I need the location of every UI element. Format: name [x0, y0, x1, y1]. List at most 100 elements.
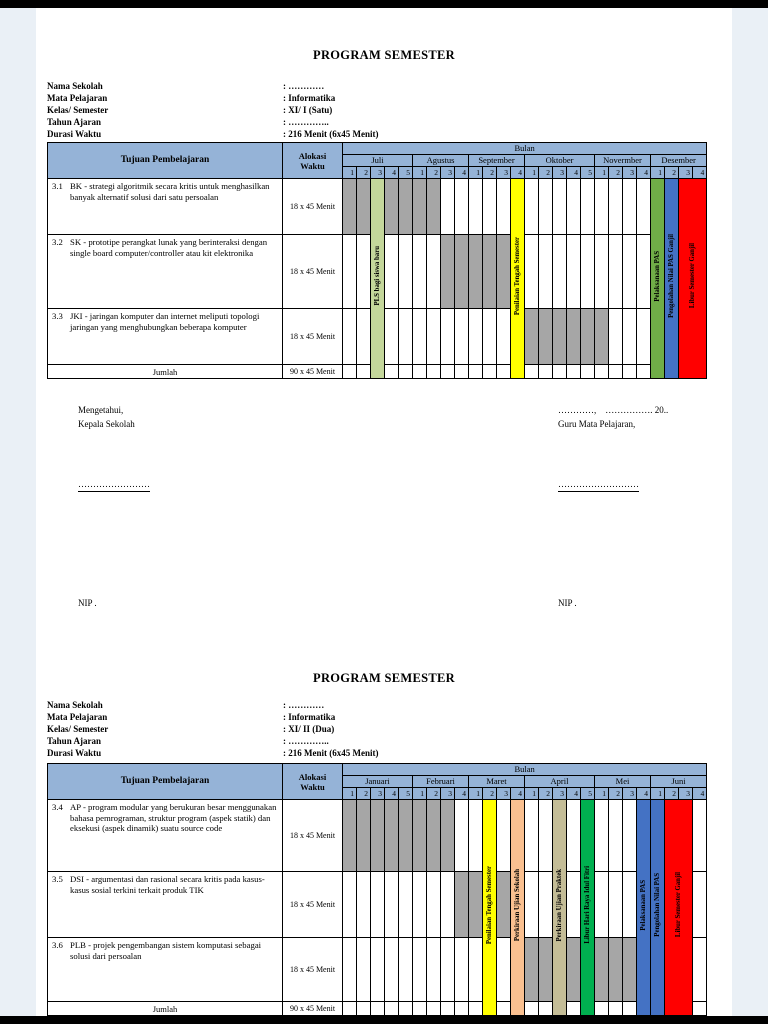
week-cell [370, 871, 385, 938]
week-number: 4 [454, 166, 469, 179]
meta-label: Nama Sekolah [47, 81, 103, 91]
viewer-top-bar [0, 0, 768, 8]
event-band-label: Penilaian Tengah Semester [485, 865, 493, 945]
week-cell [356, 871, 371, 938]
week-cell [538, 799, 553, 872]
event-band: Penilaian Tengah Semester [482, 799, 497, 1016]
week-number: 1 [524, 166, 539, 179]
week-cell [384, 308, 399, 365]
week-cell [426, 871, 441, 938]
meta-label: Mata Pelajaran [47, 93, 108, 103]
alokasi-cell: 18 x 45 Menit [282, 178, 343, 235]
tujuan-description: BK - strategi algoritmik secara kritis u… [70, 181, 270, 202]
week-cell [454, 364, 469, 379]
week-cell [524, 871, 539, 938]
week-cell [622, 871, 637, 938]
week-cell [552, 234, 567, 309]
program-row: 3.3 JKI - jaringan komputer dan internet … [47, 308, 707, 365]
meta-row: Tahun Ajaran: ………….. [47, 735, 378, 747]
week-cell [580, 234, 595, 309]
week-cell [384, 799, 399, 872]
mengetahui-label: Mengetahui, [78, 405, 124, 415]
week-cell [426, 937, 441, 1002]
week-cell [412, 234, 427, 309]
week-cell [622, 178, 637, 235]
event-band-label: Libur Hari Raya Idul Fitri [583, 866, 591, 944]
week-cell [342, 234, 357, 309]
month-maret: Maret [468, 775, 525, 788]
week-cell [608, 234, 623, 309]
week-number: 5 [398, 166, 413, 179]
tujuan-text: 3.5 DSI - argumentasi dan rasional secara… [52, 874, 279, 895]
week-number: 1 [650, 166, 665, 179]
week-cell [440, 308, 455, 365]
week-cell [440, 937, 455, 1002]
date-placeholder: …………, ……………. 20.. [558, 405, 669, 415]
tujuan-description: PLB - projek pengembangan sistem komputa… [70, 940, 262, 961]
week-cell [370, 799, 385, 872]
week-number: 4 [384, 787, 399, 800]
month-mei: Mei [594, 775, 651, 788]
week-cell [552, 178, 567, 235]
meta-label: Kelas/ Semester [47, 724, 109, 734]
week-cell [566, 178, 581, 235]
meta-row: Nama Sekolah: ………… [47, 699, 378, 711]
tujuan-cell: 3.2 SK - prototipe perangkat lunak yang b… [47, 234, 283, 309]
week-cell [691, 871, 708, 938]
week-cell [566, 234, 581, 309]
tujuan-text: 3.6 PLB - projek pengembangan sistem komp… [52, 940, 279, 961]
week-cell [538, 937, 553, 1002]
week-cell [608, 871, 623, 938]
week-cell [440, 799, 455, 872]
week-number: 2 [664, 787, 679, 800]
week-number: 2 [664, 166, 679, 179]
week-cell [538, 1001, 553, 1016]
week-number: 4 [510, 166, 525, 179]
meta-row: Tahun Ajaran: ………….. [47, 116, 378, 128]
month-desember: Desember [649, 154, 708, 167]
program-table-semester1-wrap: Tujuan Pembelajaran Alokasi Waktu Bulan Jul… [47, 142, 708, 379]
week-number: 1 [524, 787, 539, 800]
week-cell [342, 178, 357, 235]
meta-label: Mata Pelajaran [47, 712, 108, 722]
week-number: 1 [468, 787, 483, 800]
alokasi-cell: 18 x 45 Menit [282, 871, 343, 938]
week-cell [496, 871, 511, 938]
week-number: 3 [440, 787, 455, 800]
meta-value: : ………… [283, 81, 325, 91]
week-cell [496, 799, 511, 872]
week-cell [496, 234, 511, 309]
program-table-semester2-wrap: Tujuan Pembelajaran Alokasi Waktu Bulan Jan… [47, 763, 708, 1016]
week-cell [398, 308, 413, 365]
meta-label: Tahun Ajaran [47, 117, 101, 127]
alokasi-cell: 18 x 45 Menit [282, 799, 343, 872]
meta-block-semester2: Nama Sekolah: ………… Mata Pelajaran: Infor… [47, 699, 378, 759]
week-number: 3 [370, 166, 385, 179]
week-cell [398, 871, 413, 938]
tujuan-number: 3.1 [52, 181, 63, 191]
week-cell [524, 364, 539, 379]
week-cell [468, 871, 483, 938]
week-cell [412, 364, 427, 379]
meta-label: Tahun Ajaran [47, 736, 101, 746]
week-cell [356, 937, 371, 1002]
event-band: Pelaksanaan PAS [636, 799, 651, 1016]
alokasi-cell: 18 x 45 Menit [282, 234, 343, 309]
week-cell [370, 1001, 385, 1016]
week-number: 3 [622, 787, 637, 800]
event-band-label: Pengolahan Nilai PAS [653, 873, 661, 937]
week-cell [342, 871, 357, 938]
week-cell [691, 799, 708, 872]
week-number: 3 [370, 787, 385, 800]
viewer-bottom-bar [0, 1016, 768, 1024]
header-alokasi-waktu: Alokasi Waktu [282, 142, 343, 179]
week-cell [566, 364, 581, 379]
week-number: 4 [510, 787, 525, 800]
week-cell [454, 1001, 469, 1016]
event-band: Perkiraan Ujian Sekolah [510, 799, 525, 1016]
week-cell [524, 937, 539, 1002]
program-row: 3.4 AP - program modular yang berukuran b… [47, 799, 708, 1016]
week-cell [342, 364, 357, 379]
week-cell [580, 178, 595, 235]
